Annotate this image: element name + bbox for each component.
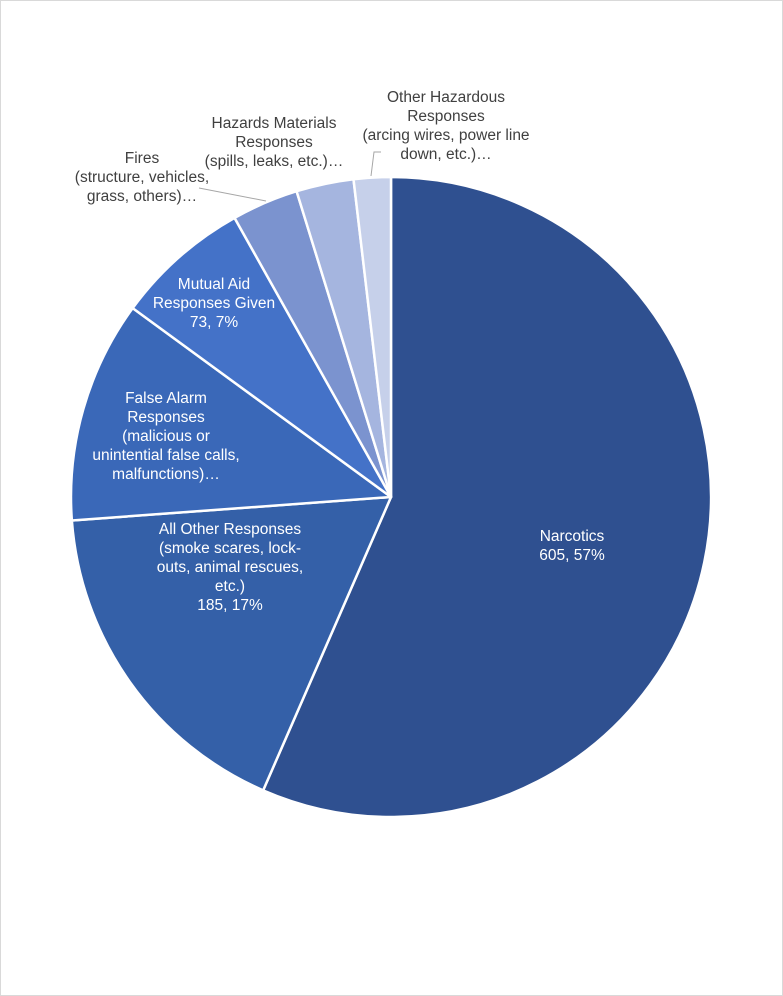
slice-label-line: Narcotics: [540, 528, 605, 545]
slice-label-line: (structure, vehicles,: [75, 169, 209, 186]
slice-data-label: False Alarm Responses (malicious or uninten…: [92, 390, 239, 483]
slice-label-line: 605, 57%: [539, 547, 605, 564]
slice-label-line: outs, animal rescues,: [157, 559, 303, 576]
slice-label-line: Responses: [407, 108, 485, 125]
pie-slice: [261, 175, 713, 819]
slice-label-line: down, etc.)…: [400, 146, 491, 163]
slice-label-line: (arcing wires, power line: [362, 127, 529, 144]
slice-callout-label: Other Hazardous Responses (arcing wires, p…: [362, 89, 529, 163]
slice-callout-label: Fires (structure, vehicles, grass, others)…: [75, 150, 209, 205]
slice-label-line: unintential false calls,: [92, 447, 239, 464]
slice-label-line: Responses: [235, 134, 313, 151]
slice-label-line: (malicious or: [122, 428, 210, 445]
pie-slice: [69, 306, 393, 522]
slice-label-line: malfunctions)…: [112, 466, 220, 483]
leaders-layer: [198, 151, 381, 202]
slice-data-label: All Other Responses (smoke scares, lock-o…: [157, 521, 303, 614]
slice-label-line: (smoke scares, lock-: [159, 540, 301, 557]
slice-label-line: Other Hazardous: [387, 89, 505, 106]
slice-label-line: Mutual Aid: [178, 276, 250, 293]
slice-label-line: Responses Given: [153, 295, 275, 312]
pie-slice: [352, 175, 393, 499]
slice-label-line: 185, 17%: [197, 597, 263, 614]
pie-slice: [131, 216, 393, 499]
slice-data-label: Narcotics 605, 57%: [539, 528, 605, 564]
slice-label-line: False Alarm: [125, 390, 207, 407]
callout-leader-line: [198, 187, 267, 202]
slice-data-label: Mutual Aid Responses Given 73, 7%: [153, 276, 275, 331]
slice-label-line: All Other Responses: [159, 521, 301, 538]
slice-label-line: etc.): [215, 578, 245, 595]
slice-callout-label: Hazards Materials Responses (spills, leaks…: [205, 115, 344, 170]
pie-slice: [70, 495, 393, 792]
callout-leader-line: [370, 151, 381, 177]
labels-layer: Narcotics 605, 57% All Other Responses (smo…: [75, 89, 605, 614]
slice-label-line: 73, 7%: [190, 314, 238, 331]
slice-label-line: (spills, leaks, etc.)…: [205, 153, 344, 170]
slice-label-line: Responses: [127, 409, 205, 426]
slice-label-line: Fires: [125, 150, 160, 167]
slice-label-line: grass, others)…: [87, 188, 197, 205]
slices-layer: [69, 175, 713, 819]
slice-label-line: Hazards Materials: [212, 115, 337, 132]
